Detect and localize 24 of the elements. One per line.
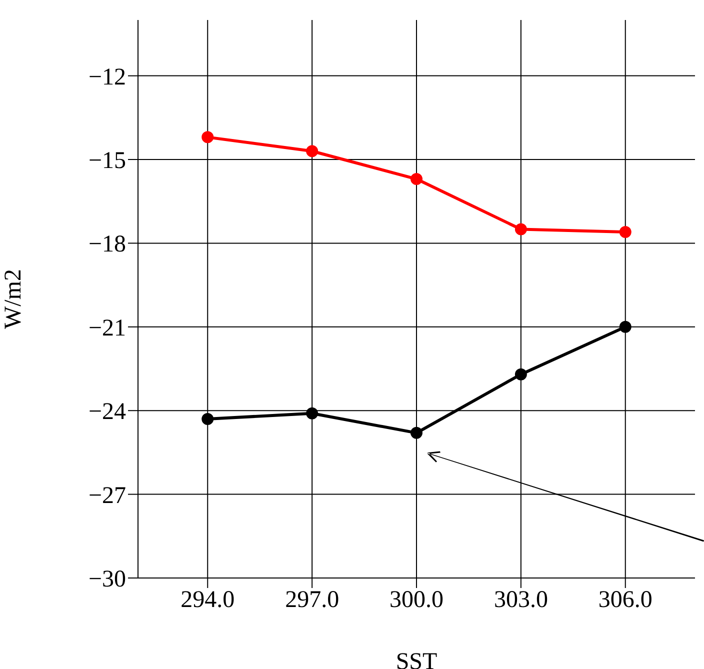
y-axis-title: W/m2 xyxy=(0,269,27,329)
point xyxy=(306,145,318,158)
point xyxy=(410,426,422,439)
point xyxy=(514,223,527,236)
y-tick-label: −24 xyxy=(88,399,126,426)
x-tick-label: 306.0 xyxy=(598,587,652,614)
point xyxy=(619,226,632,238)
point xyxy=(410,173,422,186)
x-tick-label: 303.0 xyxy=(494,587,548,614)
y-tick-label: −15 xyxy=(88,148,126,174)
y-tick-label: −18 xyxy=(88,232,126,258)
x-tick-label: 294.0 xyxy=(180,587,235,614)
x-tick-label: 297.0 xyxy=(285,587,340,614)
y-tick-label: −27 xyxy=(88,482,126,509)
x-axis-title: SST xyxy=(396,649,438,669)
point xyxy=(619,320,632,333)
y-tick-label: −12 xyxy=(88,64,126,90)
point xyxy=(202,131,214,144)
point xyxy=(514,368,527,380)
y-tick-label: −21 xyxy=(88,315,126,342)
point xyxy=(202,412,214,425)
x-tick-label: 300.0 xyxy=(390,587,444,614)
point xyxy=(306,407,318,420)
y-tick-label: −30 xyxy=(88,566,126,593)
